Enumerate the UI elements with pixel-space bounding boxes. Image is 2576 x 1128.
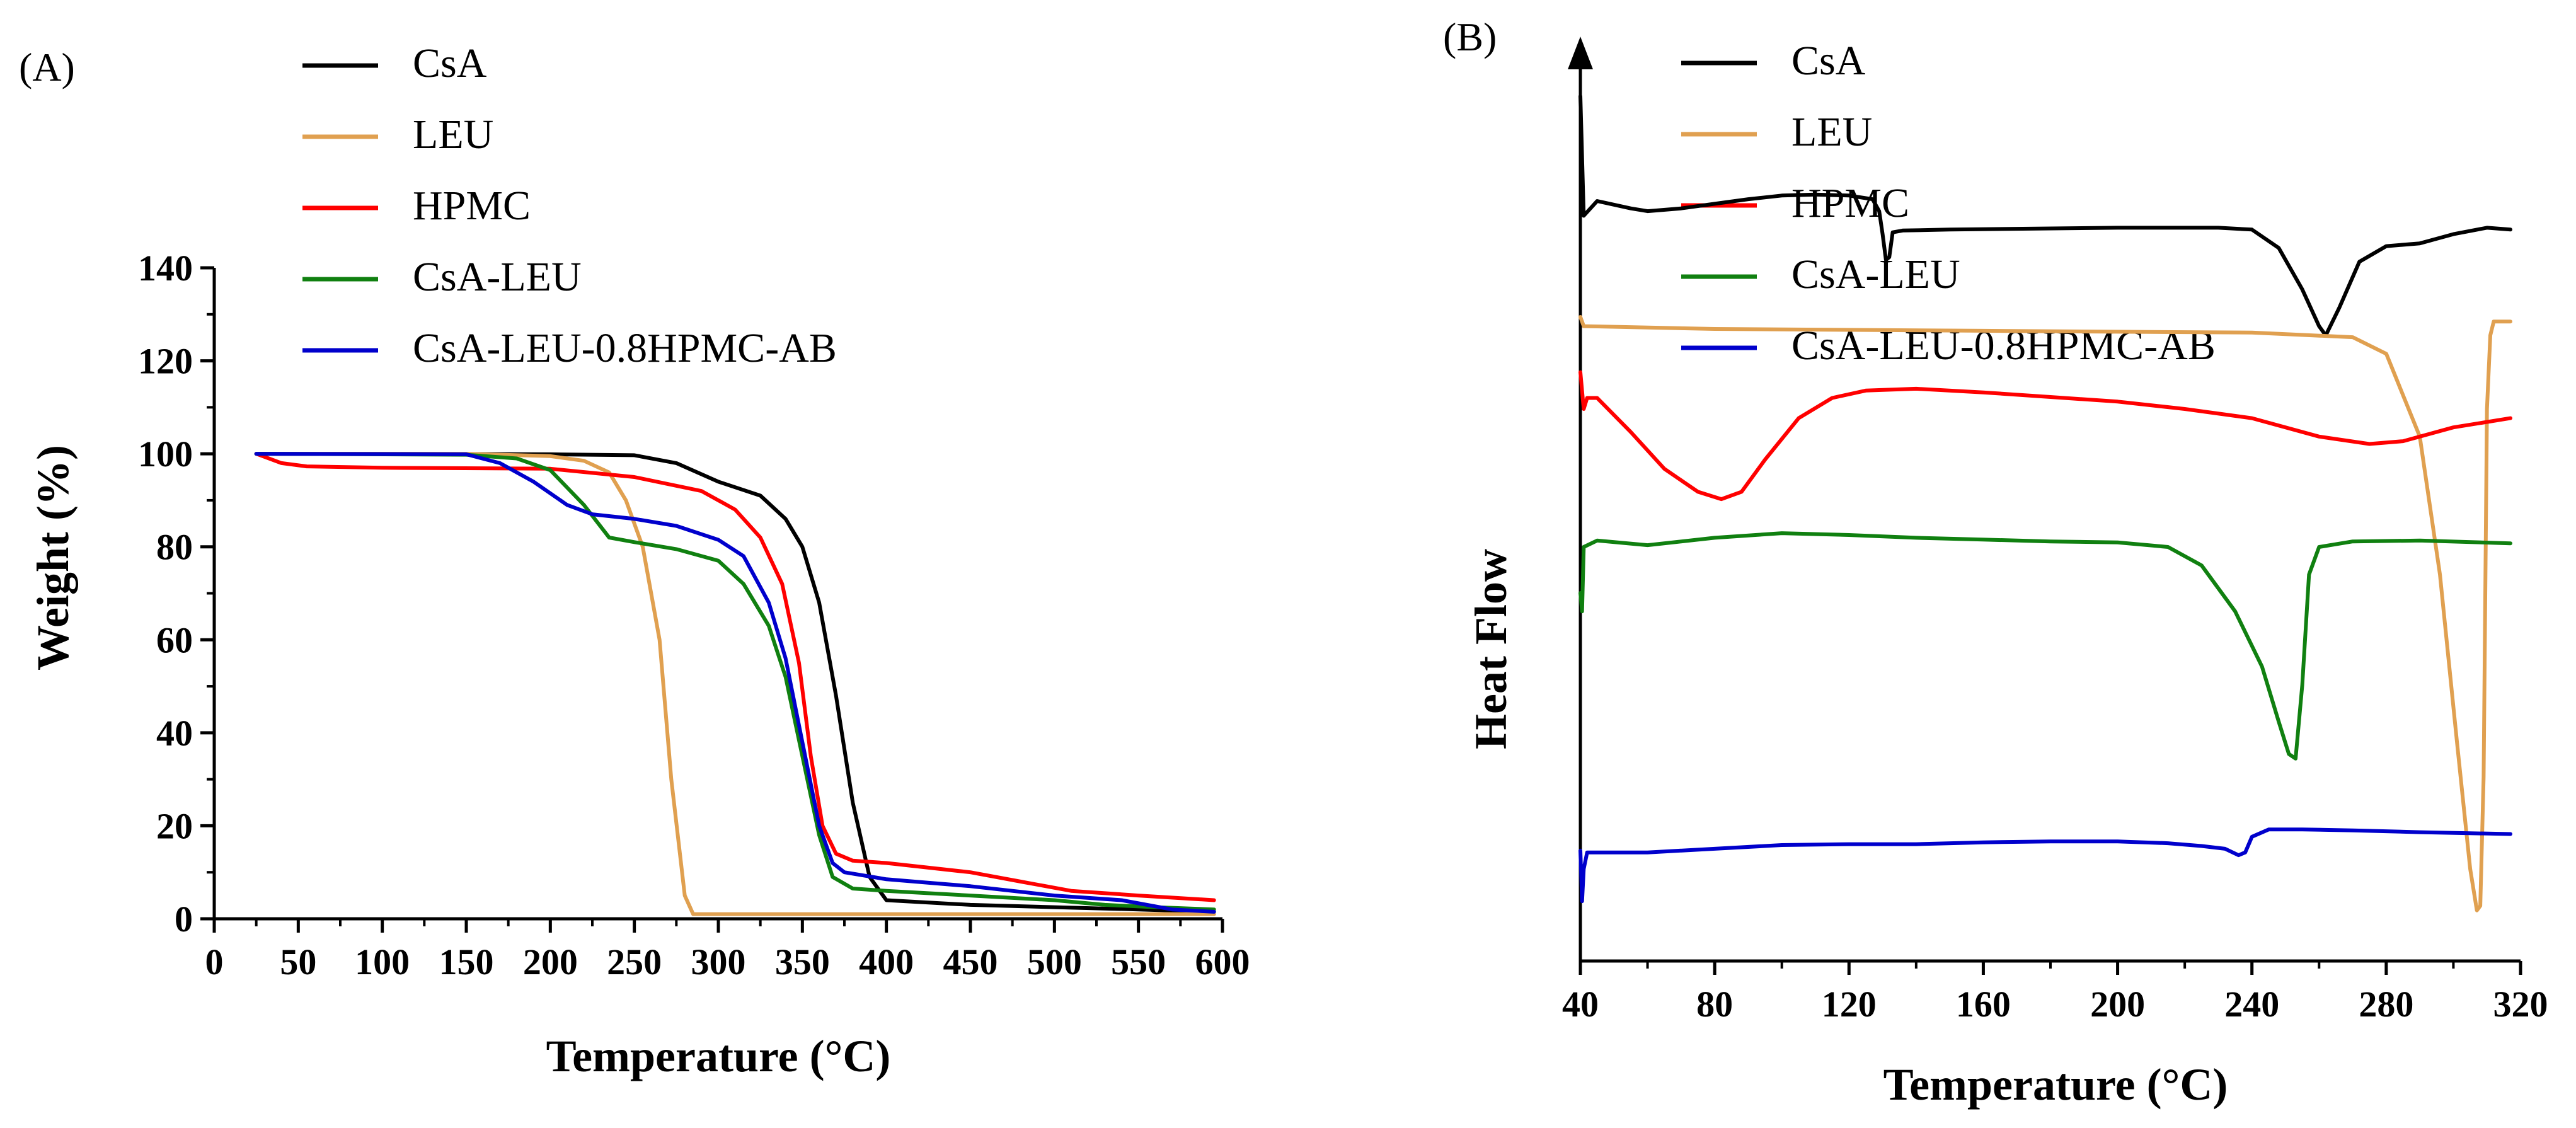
series-line-hpmc (1578, 370, 2512, 502)
legend-label-csa-leu: CsA-LEU (1791, 251, 1960, 297)
series-lines-a (254, 452, 1216, 916)
y-tick-label: 100 (138, 434, 193, 475)
x-tick-label: 500 (1027, 941, 1082, 982)
x-axis-title-b: Temperature (°C) (1883, 1059, 2228, 1110)
x-tick-label: 250 (607, 941, 662, 982)
legend-label-csa: CsA (413, 40, 487, 86)
legend-label-leu: LEU (413, 112, 493, 158)
series-line-csa-leu (1578, 531, 2512, 761)
y-axis-arrow-icon (1568, 37, 1593, 69)
x-tick-label: 300 (691, 941, 746, 982)
series-lines-b (1578, 94, 2512, 912)
x-tick-label: 100 (355, 941, 410, 982)
panel-a-label: (A) (19, 45, 75, 89)
series-line-leu (254, 452, 1216, 916)
legend-label-csa-leu-0-8hpmc-ab: CsA-LEU-0.8HPMC-AB (413, 325, 837, 371)
x-tick-label: 600 (1195, 941, 1250, 982)
x-tick-label: 0 (205, 941, 224, 982)
legend-label-hpmc: HPMC (413, 183, 531, 229)
axes-b: 40 80 120 160 200 240 280 320 (1562, 37, 2548, 1025)
legend-a: CsA LEU HPMC CsA-LEU CsA-LEU-0.8HPMC-AB (302, 40, 837, 371)
legend-label-csa-leu: CsA-LEU (413, 254, 582, 300)
x-tick-label: 200 (523, 941, 578, 982)
y-tick-label: 80 (156, 527, 193, 568)
legend-label-hpmc: HPMC (1791, 180, 1909, 226)
x-tick-label: 350 (775, 941, 830, 982)
x-tick-label: 240 (2224, 984, 2279, 1025)
x-tick-label: 450 (943, 941, 998, 982)
y-axis-title-a: Weight (%) (28, 445, 78, 670)
x-axis-title-a: Temperature (°C) (546, 1031, 891, 1081)
x-tick-label: 200 (2090, 984, 2145, 1025)
y-tick-label: 140 (138, 248, 193, 289)
y-tick-label: 20 (156, 805, 193, 846)
axes-a: 0 50 100 150 200 250 300 350 400 450 500 550 600 0 20 4… (138, 248, 1250, 982)
x-tick-label: 320 (2493, 984, 2548, 1025)
x-tick-label: 50 (280, 941, 316, 982)
dsc-panel: (B) CsALEUHPMCCsA-LEUCsA-LEU-0.8HPMC-AB … (1443, 14, 2548, 1110)
series-line-csa-leu (254, 452, 1216, 912)
series-line-csa (254, 452, 1216, 914)
series-line-hpmc (254, 452, 1216, 902)
panel-b-label: (B) (1443, 14, 1497, 59)
tga-panel: (A) CsALEUHPMCCsA-LEUCsA-LEU-0.8HPMC-AB … (19, 40, 1250, 1081)
series-line-csa-leu-0-8hpmc-ab (254, 452, 1216, 914)
y-tick-label: 0 (175, 899, 193, 940)
y-tick-label: 60 (156, 619, 193, 660)
y-tick-label: 120 (138, 341, 193, 382)
x-tick-label: 120 (1822, 984, 1877, 1025)
x-tick-label: 150 (439, 941, 494, 982)
x-tick-label: 160 (1956, 984, 2011, 1025)
x-tick-label: 550 (1111, 941, 1166, 982)
legend-label-leu: LEU (1791, 109, 1872, 155)
x-tick-label: 400 (859, 941, 914, 982)
legend-label-csa: CsA (1791, 38, 1866, 84)
x-tick-label: 80 (1696, 984, 1733, 1025)
series-line-csa (1578, 94, 2512, 338)
x-tick-label: 40 (1562, 984, 1599, 1025)
series-line-leu (1578, 315, 2512, 912)
y-axis-title-b: Heat Flow (1466, 549, 1516, 749)
y-tick-label: 40 (156, 713, 193, 754)
x-tick-label: 280 (2359, 984, 2413, 1025)
series-line-csa-leu-0-8hpmc-ab (1578, 827, 2512, 904)
